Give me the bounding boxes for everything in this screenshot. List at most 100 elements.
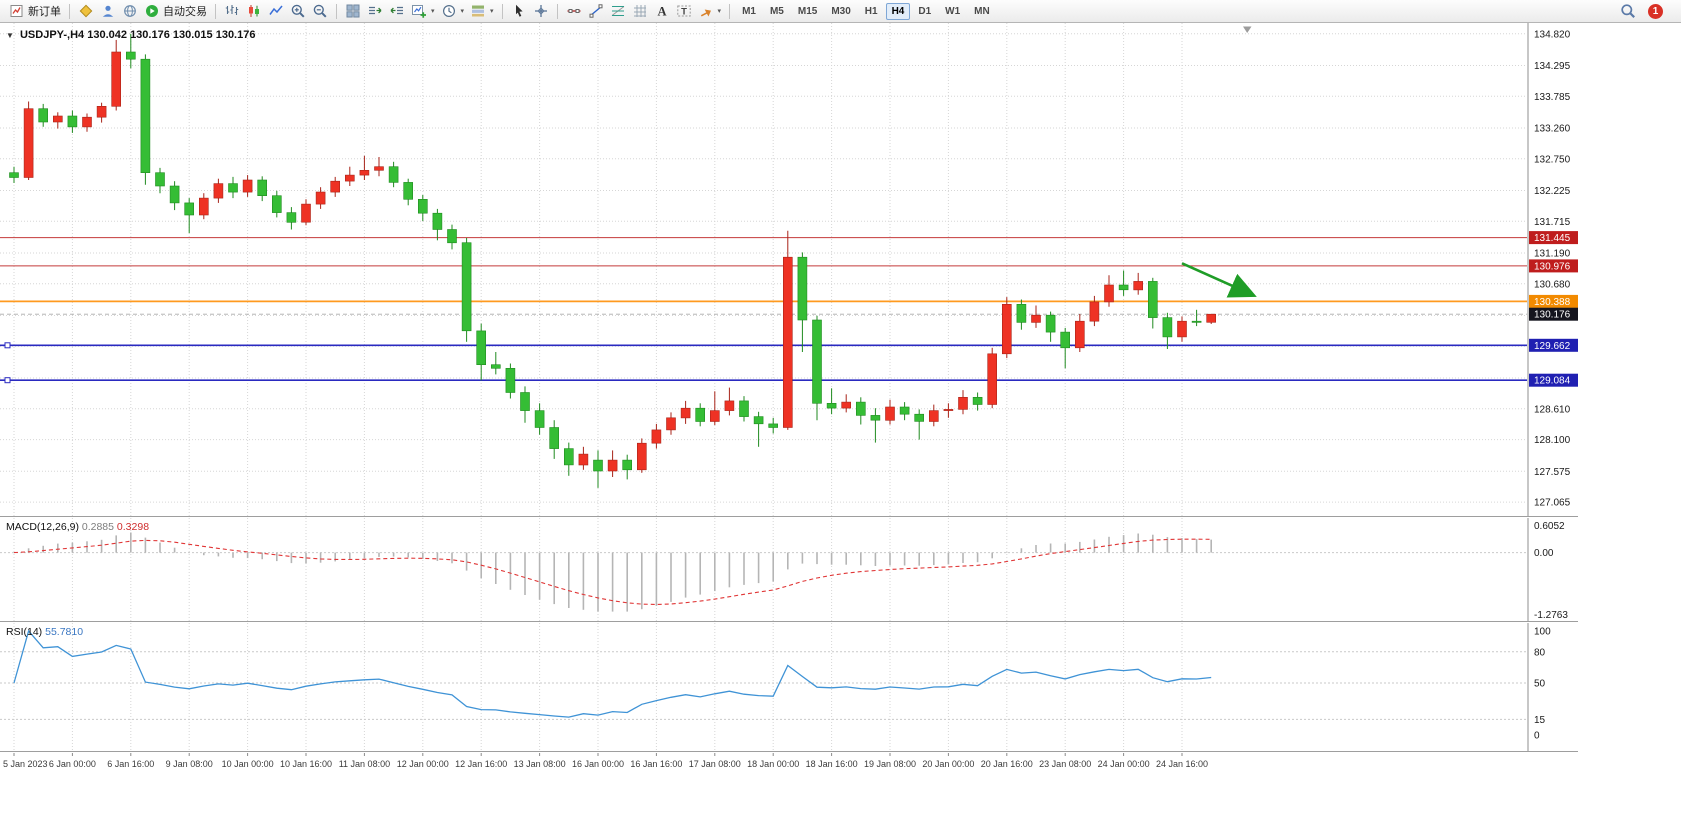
- horizontal-line-129.662[interactable]: [0, 342, 1527, 349]
- toolbar-separator: [729, 3, 731, 19]
- timeframe-H1-button[interactable]: H1: [864, 5, 878, 17]
- timeframe-M5-button[interactable]: M5: [769, 5, 784, 17]
- rsi-label: RSI(14): [6, 626, 43, 638]
- templates-button[interactable]: ▾: [468, 2, 496, 20]
- price-grid: [0, 23, 1527, 516]
- timeframe-H4-button[interactable]: H4: [885, 2, 911, 20]
- svg-text:127.065: 127.065: [1534, 498, 1571, 509]
- zoom-out-button[interactable]: [310, 2, 330, 20]
- trendline-tool-button[interactable]: [586, 2, 606, 20]
- new-order-button[interactable]: 新订单: [7, 2, 63, 20]
- auto-scroll-button[interactable]: [365, 2, 385, 20]
- svg-text:128.100: 128.100: [1534, 435, 1571, 446]
- rsi-scale[interactable]: 100 80 50 15 0: [1534, 627, 1551, 742]
- time-label: 23 Jan 08:00: [1039, 759, 1091, 769]
- chart-shift-button[interactable]: [387, 2, 407, 20]
- search-icon: [1621, 4, 1635, 18]
- toolbar-group: 自动交易: [73, 2, 212, 20]
- pane-splitter[interactable]: [0, 516, 1578, 517]
- candlestick-chart-icon: [249, 5, 259, 17]
- horizontal-line-tool-button[interactable]: [564, 2, 584, 20]
- new-chart-button[interactable]: ▾: [409, 2, 437, 20]
- trend-arrow[interactable]: [1181, 262, 1257, 298]
- price-tag-130.176: 130.176: [1529, 307, 1578, 321]
- crosshair-tool-button[interactable]: [531, 2, 551, 20]
- time-axis[interactable]: 5 Jan 2023 6 Jan 00:00 6 Jan 16:00 9 Jan 08…: [0, 753, 1681, 777]
- macd-main-value: 0.2885: [81, 521, 114, 533]
- timeframe-D1-button[interactable]: D1: [918, 5, 932, 17]
- svg-text:0: 0: [1534, 731, 1540, 742]
- svg-text:50: 50: [1534, 679, 1546, 690]
- time-label: 19 Jan 08:00: [864, 759, 916, 769]
- zoom-in-button[interactable]: [288, 2, 308, 20]
- profile-button[interactable]: [98, 2, 118, 20]
- time-label: 6 Jan 16:00: [107, 759, 154, 769]
- line-chart-button[interactable]: [266, 2, 286, 20]
- dropdown-caret-icon: ▾: [717, 8, 722, 15]
- dropdown-caret-icon: ▾: [431, 8, 435, 15]
- svg-text:134.820: 134.820: [1534, 29, 1571, 40]
- collapse-icon[interactable]: ▼: [6, 31, 14, 40]
- autotrading-button-label: 自动交易: [163, 6, 207, 18]
- toolbar-separator: [336, 3, 337, 19]
- profile-icon: [102, 5, 114, 17]
- text-tool-icon: A: [657, 5, 666, 19]
- bar-chart-button[interactable]: [222, 2, 242, 20]
- time-label: 18 Jan 00:00: [747, 759, 799, 769]
- search-button[interactable]: [1618, 2, 1638, 20]
- autotrading-button[interactable]: 自动交易: [142, 2, 209, 20]
- macd-signal-value: 0.3298: [116, 521, 150, 533]
- market-watch-button[interactable]: [120, 2, 140, 20]
- horizontal-line-129.084[interactable]: [0, 377, 1527, 384]
- timeframe-W1-button[interactable]: W1: [945, 5, 961, 17]
- pane-splitter[interactable]: [0, 621, 1578, 622]
- timeframe-M1-button[interactable]: M1: [742, 5, 756, 17]
- svg-text:132.750: 132.750: [1534, 154, 1571, 165]
- toolbar-group: [219, 2, 333, 20]
- svg-text:0.00: 0.00: [1534, 548, 1554, 559]
- macd-signal-line: [13, 538, 1212, 606]
- fibonacci-tool-button[interactable]: [608, 2, 628, 20]
- time-label: 24 Jan 16:00: [1156, 759, 1208, 769]
- svg-text:130.976: 130.976: [1534, 261, 1571, 272]
- zoom-in-icon: [291, 4, 305, 18]
- cursor-tool-button[interactable]: [509, 2, 529, 20]
- grid-tool-button[interactable]: [630, 2, 650, 20]
- tile-windows-button[interactable]: [343, 2, 363, 20]
- macd-scale[interactable]: 0.6052 0.00 -1.2763: [1534, 521, 1568, 621]
- label-tool-button[interactable]: T: [674, 2, 694, 20]
- candlestick-chart-button[interactable]: [244, 2, 264, 20]
- bar-chart-icon: [225, 5, 239, 15]
- timeframe-MN-button[interactable]: MN: [974, 5, 990, 17]
- svg-text:128.610: 128.610: [1534, 404, 1571, 415]
- horizontal-line-tool-icon: [567, 9, 581, 13]
- svg-text:129.084: 129.084: [1534, 376, 1571, 387]
- time-label: 17 Jan 08:00: [689, 759, 741, 769]
- svg-text:130.176: 130.176: [1534, 310, 1571, 321]
- new-chart-icon: [412, 5, 426, 18]
- periods-button[interactable]: ▾: [439, 2, 467, 20]
- timeframe-M15-button[interactable]: M15: [797, 5, 818, 17]
- wizard-button[interactable]: [76, 2, 96, 20]
- macd-histogram: [27, 532, 1212, 612]
- price-pane[interactable]: 134.820 134.295 133.785 133.260 132.750 132.2…: [0, 23, 1681, 516]
- price-tag-130.388: 130.388: [1529, 294, 1578, 308]
- price-tag-130.976: 130.976: [1529, 259, 1578, 273]
- time-label: 9 Jan 08:00: [166, 759, 213, 769]
- price-tag-129.084: 129.084: [1529, 373, 1578, 387]
- toolbar-group: ▾ ▾ ▾: [340, 2, 499, 20]
- time-label: 10 Jan 00:00: [222, 759, 274, 769]
- line-chart-icon: [269, 5, 283, 15]
- chart-symbol: USDJPY-,H4: [19, 29, 85, 41]
- timeframe-M30-button[interactable]: M30: [831, 5, 851, 17]
- time-axis-border: [0, 751, 1578, 752]
- cursor-tool-icon: [515, 4, 523, 17]
- text-tool-button[interactable]: A: [652, 2, 672, 20]
- svg-text:100: 100: [1534, 627, 1551, 638]
- macd-grid: [0, 518, 1527, 621]
- rsi-pane[interactable]: 100 80 50 15 0: [0, 623, 1681, 751]
- chart-shift-marker-icon[interactable]: [1243, 26, 1252, 34]
- notification-badge[interactable]: 1: [1648, 3, 1663, 19]
- shapes-tool-button[interactable]: ▾: [696, 2, 724, 20]
- macd-pane[interactable]: 0.6052 0.00 -1.2763: [0, 518, 1681, 621]
